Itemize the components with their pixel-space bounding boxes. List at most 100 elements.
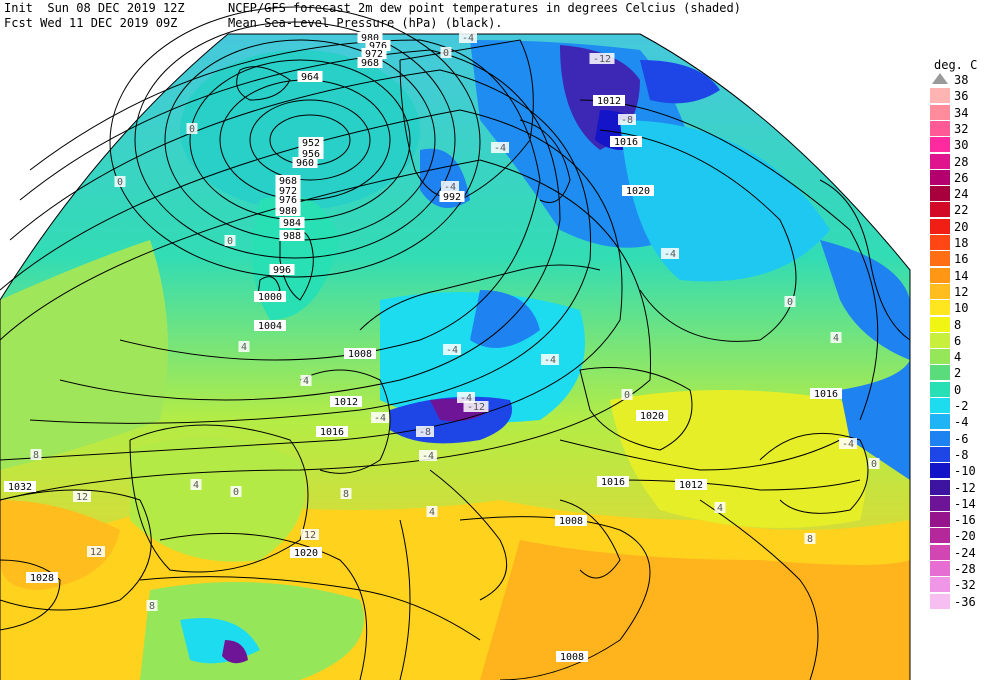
dewpoint-label: -4 <box>457 392 475 404</box>
svg-text:988: 988 <box>283 231 301 242</box>
svg-text:0: 0 <box>787 297 793 308</box>
legend-label: 18 <box>954 236 969 250</box>
svg-text:0: 0 <box>233 487 239 498</box>
legend-item: 10 <box>930 300 994 316</box>
dewpoint-label: 0 <box>224 235 236 247</box>
legend-label: -24 <box>954 545 976 560</box>
init-time-label: Init Sun 08 DEC 2019 12Z <box>4 1 185 15</box>
legend-label: -2 <box>954 399 969 413</box>
legend-label: -12 <box>954 480 976 495</box>
legend-item: -14 <box>930 495 994 512</box>
svg-text:-4: -4 <box>544 355 556 366</box>
svg-text:1032: 1032 <box>8 482 32 493</box>
svg-text:1012: 1012 <box>597 96 621 107</box>
legend-swatch <box>930 169 950 185</box>
svg-text:976: 976 <box>279 195 297 206</box>
legend-item: 20 <box>930 218 994 235</box>
legend-label: 2 <box>954 366 962 381</box>
dewpoint-label: 8 <box>146 600 158 612</box>
svg-text:-4: -4 <box>446 345 458 356</box>
svg-text:-4: -4 <box>664 249 676 260</box>
svg-text:-12: -12 <box>467 402 485 413</box>
dewpoint-label: 8 <box>340 488 352 500</box>
legend-item: -12 <box>930 479 994 496</box>
legend-item: -16 <box>930 512 994 528</box>
dewpoint-label: 8 <box>804 533 816 545</box>
svg-text:-4: -4 <box>444 182 456 193</box>
legend-swatch <box>930 381 950 397</box>
svg-text:972: 972 <box>365 49 383 60</box>
forecast-time-label: Fcst Wed 11 DEC 2019 09Z <box>4 16 178 30</box>
legend-swatch <box>930 267 950 283</box>
legend-label: -32 <box>954 578 976 593</box>
legend-swatch <box>930 283 950 299</box>
svg-text:4: 4 <box>429 507 435 518</box>
dewpoint-label: -4 <box>443 344 461 356</box>
isobar-label: 1004 <box>254 320 286 332</box>
svg-text:8: 8 <box>33 450 39 461</box>
svg-text:0: 0 <box>624 390 630 401</box>
legend-swatch <box>930 186 950 202</box>
isobar-label: 1028 <box>26 572 58 584</box>
legend-label: -36 <box>954 594 976 609</box>
legend-item: 22 <box>930 202 994 218</box>
dewpoint-label: -12 <box>463 401 489 413</box>
legend-swatch <box>930 365 950 381</box>
svg-text:1008: 1008 <box>560 652 584 663</box>
dewpoint-label: 0 <box>114 176 126 188</box>
svg-text:980: 980 <box>279 206 297 217</box>
isobar-label: 1008 <box>555 515 587 527</box>
legend-item: 32 <box>930 120 994 137</box>
svg-text:-4: -4 <box>422 451 434 462</box>
isobar-label: 1016 <box>810 388 842 400</box>
svg-text:8: 8 <box>343 489 349 500</box>
legend-label: 22 <box>954 203 969 218</box>
isobar-label: 952 <box>298 137 324 149</box>
legend-item: -24 <box>930 544 994 561</box>
isobar-label: 992 <box>439 191 465 203</box>
dewpoint-label: 12 <box>87 546 105 558</box>
dewpoint-label: -8 <box>416 426 434 438</box>
dewpoint-label: 4 <box>714 502 726 514</box>
svg-text:996: 996 <box>273 265 291 276</box>
isobar-label: 980 <box>275 205 301 217</box>
svg-text:4: 4 <box>833 333 839 344</box>
svg-text:976: 976 <box>369 41 387 52</box>
legend-swatch <box>930 463 950 479</box>
svg-text:12: 12 <box>304 530 316 541</box>
svg-text:8: 8 <box>149 601 155 612</box>
legend-label: 4 <box>954 350 962 365</box>
legend-item: -36 <box>930 593 994 610</box>
dewpoint-label: -4 <box>491 142 509 154</box>
isobar-label: 1032 <box>4 481 36 493</box>
legend-swatch <box>930 120 950 136</box>
dewpoint-label: 0 <box>784 296 796 308</box>
legend-swatch <box>930 153 950 169</box>
isobar-label: 964 <box>297 71 323 83</box>
legend-label: 16 <box>954 252 969 267</box>
svg-text:4: 4 <box>193 480 199 491</box>
legend-item: -28 <box>930 561 994 577</box>
legend-swatch <box>930 577 950 593</box>
dewpoint-label: -4 <box>371 412 389 424</box>
legend-item: -8 <box>930 446 994 463</box>
coastlines <box>129 39 911 641</box>
legend-label: -14 <box>954 496 976 511</box>
dewpoint-labels: -4-12-8-4-4-4-4-4-4-8-12-400044812128128… <box>30 32 880 612</box>
svg-text:1008: 1008 <box>348 349 372 360</box>
svg-text:0: 0 <box>871 459 877 470</box>
legend-label: -6 <box>954 431 969 446</box>
isobar-label: 1020 <box>636 410 668 422</box>
legend-item: 26 <box>930 169 994 186</box>
legend-item: -10 <box>930 463 994 479</box>
isobar-label: 956 <box>298 148 324 160</box>
svg-text:-4: -4 <box>460 393 472 404</box>
legend-swatch <box>930 316 950 332</box>
svg-text:4: 4 <box>241 342 247 353</box>
legend-label: 30 <box>954 138 969 153</box>
isobar-label: 1012 <box>330 396 362 408</box>
legend-item: 16 <box>930 251 994 267</box>
legend-swatch <box>930 88 950 104</box>
legend-item: 4 <box>930 349 994 365</box>
isobar-label: 972 <box>275 185 301 197</box>
